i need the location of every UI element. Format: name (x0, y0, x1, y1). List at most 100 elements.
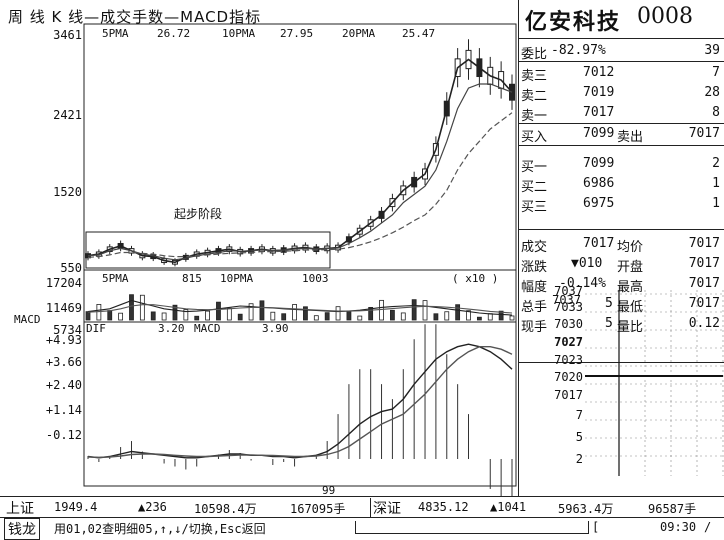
macd-tick: +2.40 (45, 378, 82, 392)
macd-label: MACD (194, 322, 221, 335)
mini-tick-chart: 7037 (519, 293, 724, 497)
price-tick: 3461 (53, 28, 82, 42)
price-ma-line-20pma (87, 112, 513, 258)
macd-tick: -0.12 (45, 428, 82, 442)
volume-bar (368, 306, 374, 321)
progress-track (355, 521, 589, 534)
weibi-row: 委比 -82.97% 39 (519, 41, 724, 62)
buy-in-label: 买入 (521, 130, 548, 145)
ask-label: 卖二 (521, 89, 548, 104)
ma10-value: 27.95 (280, 27, 314, 40)
volume-bar (194, 315, 200, 321)
ask-label: 卖一 (521, 109, 548, 124)
stat-label: 均价 (617, 240, 644, 255)
volume-bar (248, 303, 254, 321)
volume-bar (346, 310, 352, 321)
ask-row[interactable]: 卖一 7017 8 (519, 103, 724, 124)
ask-price: 7017 (583, 105, 615, 120)
mini-tick: 7020 (554, 370, 583, 384)
volume-bar (444, 311, 450, 321)
mini-tick: 7037 (552, 293, 581, 307)
macd-line-dif (87, 343, 513, 459)
buy-sell-row: 买入 7099 卖出 7017 (519, 123, 724, 145)
sz-label: 深证 (370, 498, 401, 518)
bid-row[interactable]: 买一 7099 2 (519, 154, 724, 175)
bid-section: 买一 7099 2 买二 6986 1 买三 6975 1 (519, 145, 724, 230)
sh-amount: 10598.4万 (194, 502, 257, 516)
volume-ma-line-5pma (87, 299, 513, 316)
ask-volume: 7 (712, 65, 720, 80)
stats-section: 成交 7017 均价 7017 涨跌 ▼010 开盘 7017 幅度 -0.14… (519, 229, 724, 350)
volume-bar (324, 312, 330, 321)
vol-ma10-label: 10PMA (220, 272, 254, 285)
price-tick: 550 (60, 261, 82, 275)
bid-row[interactable]: 买三 6975 1 (519, 194, 724, 215)
volume-bar (259, 300, 265, 321)
help-bar: 钱龙 用01,02查明细05,↑,↓/切换,Esc返回 [ 09:30 / (0, 517, 724, 540)
mini-tick: 7037 (554, 284, 583, 298)
volume-bar (509, 315, 515, 321)
volume-bar (85, 311, 91, 321)
candle-body (509, 83, 515, 101)
volume-tick: 5734 (53, 323, 82, 337)
volume-tick: 17204 (45, 276, 82, 290)
sz-index: 4835.12 (418, 500, 469, 514)
bid-price: 6975 (583, 196, 615, 211)
weibi-count: 39 (704, 43, 720, 58)
volume-tick: 11469 (45, 301, 82, 315)
macd-title: MACD (14, 313, 41, 326)
volume-ma-line-10pma (87, 304, 513, 314)
stat-label: 总手 (521, 300, 548, 315)
mini-tick: 7017 (554, 388, 583, 402)
ask-volume: 8 (712, 105, 720, 120)
volume-bar (455, 304, 461, 321)
volume-bar (390, 309, 395, 321)
ask-section: 卖三 7012 7 卖二 7019 28 卖一 7017 8 (519, 61, 724, 124)
volume-bar (498, 310, 504, 321)
ask-row[interactable]: 卖三 7012 7 (519, 63, 724, 84)
stat-row: 总手 5 最低 7017 (519, 294, 724, 315)
volume-bar (335, 306, 341, 321)
dif-label: DIF (86, 322, 106, 335)
chart-title: 周 线 K 线—成交手数—MACD指标 (8, 8, 262, 26)
volume-bar (107, 310, 113, 321)
price-ma-line-10pma (87, 83, 513, 261)
stat-row: 现手 5 量比 0.12 (519, 314, 724, 335)
sh-label: 上证 (6, 501, 34, 517)
bid-label: 买二 (521, 180, 548, 195)
volume-bar (216, 301, 221, 321)
charts-canvas (83, 23, 517, 496)
stat-label: 最高 (617, 280, 644, 295)
quote-panel: 亿安科技 0008 委比 -82.97% 39 卖三 7012 7 卖二 701… (518, 0, 724, 496)
volume-bar (226, 307, 232, 321)
volume-bar (129, 294, 134, 321)
macd-tick: +1.14 (45, 403, 82, 417)
stat-value: -0.14% (559, 276, 606, 291)
ma20-value: 25.47 (402, 27, 436, 40)
weibi-value: -82.97% (551, 43, 606, 58)
stat-label: 量比 (617, 320, 644, 335)
volume-bar (237, 313, 243, 321)
stat-label: 成交 (521, 240, 548, 255)
mini-tick: 7030 (554, 317, 583, 331)
volume-bar (172, 304, 178, 321)
stat-label: 涨跌 (521, 260, 548, 275)
macd-line-macd (87, 346, 513, 459)
stat-value: 5 (605, 296, 613, 311)
chart-area: 周 线 K 线—成交手数—MACD指标 3461 2421 1520 550 5… (0, 8, 517, 497)
stat-label: 幅度 (521, 280, 548, 295)
mini-tick: 7 (575, 408, 583, 422)
ask-row[interactable]: 卖二 7019 28 (519, 83, 724, 104)
clock-bracket: [ (592, 520, 600, 534)
volume-bar (161, 312, 167, 321)
bid-volume: 2 (712, 156, 720, 171)
bottom-tick: 99 (322, 484, 336, 497)
macd-axis: +4.93 +3.66 +2.40 +1.14 -0.12 (0, 330, 82, 470)
ask-price: 7012 (583, 65, 615, 80)
sh-volume: 167095手 (290, 502, 346, 516)
stat-value: 7017 (688, 296, 720, 311)
mini-tick: 7023 (554, 353, 583, 367)
bid-row[interactable]: 买二 6986 1 (519, 174, 724, 195)
stat-row: 幅度 -0.14% 最高 7017 (519, 274, 724, 295)
stat-value: 7017 (688, 256, 720, 271)
